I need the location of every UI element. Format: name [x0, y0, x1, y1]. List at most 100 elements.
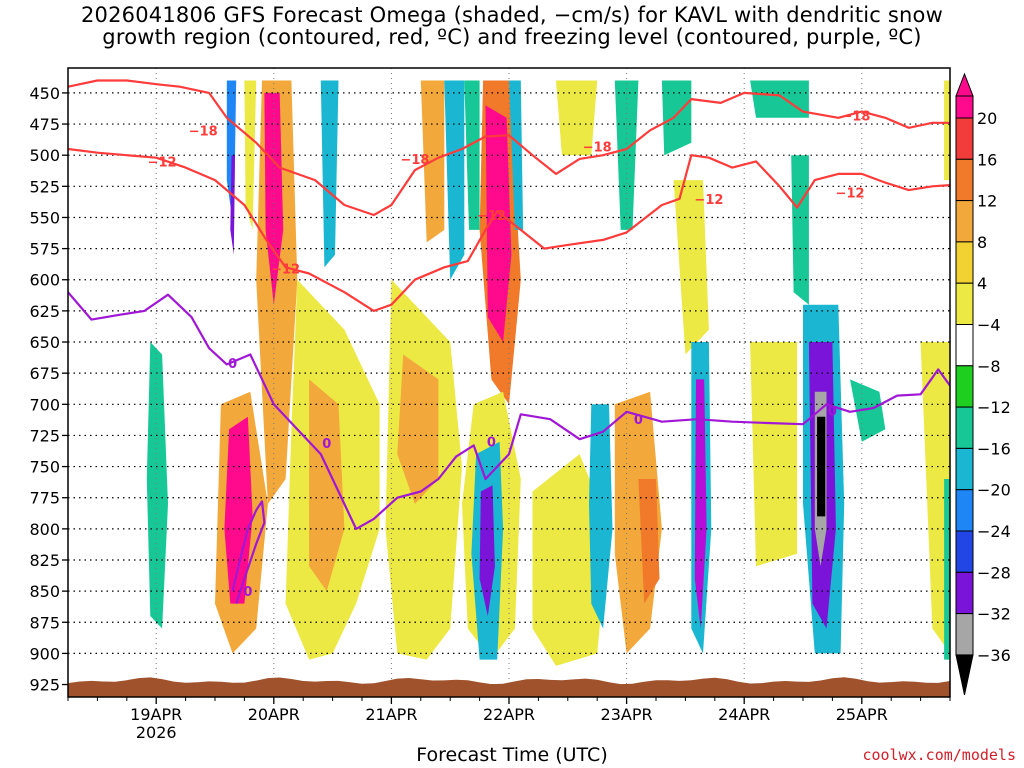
colorbar-band-4 [955, 282, 974, 326]
omega-region-29 [661, 80, 692, 156]
surface-ground-band [68, 677, 950, 697]
colorbar-band-7 [955, 406, 974, 449]
y-tick-label-475: 475 [29, 115, 60, 134]
y-tick-label-550: 550 [29, 208, 60, 227]
colorbar-label-6: −8 [977, 357, 1001, 376]
colorbar-band-11 [955, 571, 974, 615]
omega-region-27 [673, 180, 709, 355]
colorbar-label-5: −4 [977, 316, 1001, 335]
colorbar-label-12: −32 [977, 605, 1011, 624]
colorbar-band-0 [955, 117, 974, 160]
isotherm-minus18-line [68, 79, 950, 217]
omega-region-34 [750, 342, 798, 567]
chart-title-line-1: 2026041806 GFS Forecast Omega (shaded, −… [81, 3, 943, 27]
x-tick-label-24APR: 24APR [718, 705, 770, 724]
y-tick-label-525: 525 [29, 177, 60, 196]
y-tick-label-650: 650 [29, 333, 60, 352]
omega-region-28 [614, 80, 639, 230]
omega-region-41 [944, 479, 950, 660]
omega-region-26 [556, 80, 598, 156]
colorbar-band-3 [955, 241, 974, 284]
x-tick-label-21APR: 21APR [365, 705, 417, 724]
plot-area: −12 −12 −12 −12 −12 −18 −18 −18 −18 0 0 0 0 0 0 [67, 67, 951, 698]
omega-region-14 [444, 80, 465, 280]
omega-region-31 [791, 155, 809, 305]
isotherm-minus12-label-1: −12 [271, 263, 300, 278]
isotherm-minus12-label-0: −12 [148, 155, 177, 170]
omega-region-6 [224, 416, 253, 604]
omega-region-13 [397, 354, 439, 504]
colorbar-top-triangle [955, 72, 974, 97]
y-tick-label-750: 750 [29, 458, 60, 477]
x-axis-title: Forecast Time (UTC) [416, 744, 608, 766]
y-tick-label-625: 625 [29, 302, 60, 321]
y-tick-label-575: 575 [29, 240, 60, 259]
x-tick-label-19APR: 19APR [130, 705, 182, 724]
y-tick-label-900: 900 [29, 644, 60, 663]
omega-region-8 [230, 155, 235, 255]
y-tick-label-675: 675 [29, 364, 60, 383]
colorbar-label-8: −16 [977, 439, 1011, 458]
colorbar-band-top [955, 95, 974, 119]
isotherm-minus18-label-3: −18 [841, 109, 870, 124]
omega-region-18 [509, 80, 524, 230]
colorbar-label-7: −12 [977, 398, 1011, 417]
omega-region-25 [589, 404, 613, 629]
isotherm-minus12-line [68, 147, 950, 312]
colorbar-label-10: −24 [977, 522, 1011, 541]
omega-region-4 [309, 379, 345, 592]
isotherm-minus12-label-2: −12 [477, 209, 506, 224]
colorbar: 20 16 12 8 4 −4 −8 −12 −16 −20 −24 −28 −32 −36 [955, 72, 1011, 696]
colorbar-band-9 [955, 489, 974, 532]
colorbar-band-6 [955, 365, 974, 408]
colorbar-label-3: 8 [977, 233, 987, 252]
isotherm-minus12-label-4: −12 [836, 187, 865, 202]
omega-region-40 [920, 342, 950, 654]
omega-region-33 [694, 379, 707, 629]
y-tick-label-875: 875 [29, 613, 60, 632]
freezing-level-label-3: 0 [634, 413, 643, 428]
colorbar-label-2: 12 [977, 192, 997, 211]
y-tick-label-825: 825 [29, 551, 60, 570]
x-tick-sublabel-19APR: 2026 [136, 723, 177, 742]
x-tick-label-20APR: 20APR [248, 705, 300, 724]
y-tick-label-775: 775 [29, 489, 60, 508]
y-tick-label-500: 500 [29, 146, 60, 165]
y-tick-label-725: 725 [29, 426, 60, 445]
colorbar-band-gray [955, 613, 974, 656]
colorbar-band-5 [955, 324, 974, 367]
omega-region-38 [817, 416, 826, 517]
omega-region-21 [479, 485, 495, 616]
omega-region-30 [750, 80, 809, 118]
omega-region-15 [464, 80, 480, 230]
omega-region-9 [320, 80, 339, 268]
y-tick-label-600: 600 [29, 271, 60, 290]
colorbar-label-13: −36 [977, 646, 1011, 665]
omega-region-10 [146, 342, 168, 629]
isotherm-lines [68, 79, 950, 604]
colorbar-band-10 [955, 530, 974, 573]
y-tick-label-450: 450 [29, 84, 60, 103]
isotherm-minus18-label-2: −18 [583, 140, 612, 155]
colorbar-band-1 [955, 158, 974, 202]
colorbar-label-9: −20 [977, 481, 1011, 500]
freezing-level-label-1: 0 [322, 437, 331, 452]
omega-shading [146, 80, 950, 666]
colorbar-bottom-triangle [955, 654, 974, 696]
colorbar-label-1: 16 [977, 150, 997, 169]
colorbar-band-2 [955, 200, 974, 243]
freezing-level-line [68, 291, 950, 531]
freezing-level-hook-line [231, 500, 266, 604]
omega-region-24 [638, 479, 660, 604]
colorbar-label-11: −28 [977, 563, 1011, 582]
x-tick-label-23APR: 23APR [601, 705, 653, 724]
y-axis: 450 475 500 525 550 575 600 625 650 675 700 725 750 7… [29, 84, 68, 695]
y-tick-label-850: 850 [29, 582, 60, 601]
omega-region-17 [485, 105, 512, 343]
y-tick-label-700: 700 [29, 395, 60, 414]
x-tick-label-25APR: 25APR [836, 705, 888, 724]
credit-link[interactable]: coolwx.com/models [862, 746, 1016, 764]
colorbar-label-4: 4 [977, 274, 987, 293]
